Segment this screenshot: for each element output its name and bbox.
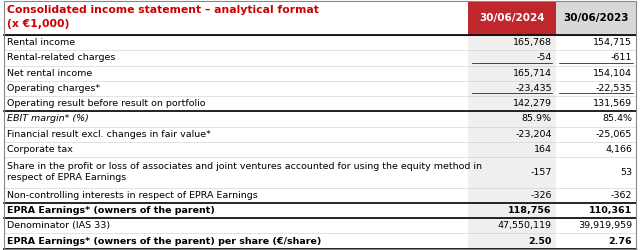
Bar [4,157,636,188]
Bar [468,203,556,218]
Text: 164: 164 [534,145,552,154]
Bar [556,96,636,111]
Text: EPRA Earnings* (owners of the parent) per share (€/share): EPRA Earnings* (owners of the parent) pe… [7,236,321,246]
Text: -362: -362 [611,191,632,200]
Text: 30/06/2024: 30/06/2024 [479,13,545,23]
Text: Non-controlling interests in respect of EPRA Earnings: Non-controlling interests in respect of … [7,191,258,200]
Bar [556,234,636,249]
Text: 53: 53 [620,168,632,177]
Text: Rental-related charges: Rental-related charges [7,54,115,62]
Text: Consolidated income statement – analytical format: Consolidated income statement – analytic… [7,5,319,15]
Text: 85.4%: 85.4% [602,114,632,124]
Bar [468,126,556,142]
Text: -23,435: -23,435 [515,84,552,93]
Text: Operating result before result on portfolio: Operating result before result on portfo… [7,99,205,108]
Text: Rental income: Rental income [7,38,75,47]
Bar [468,188,556,203]
Text: 165,714: 165,714 [513,69,552,78]
Bar [4,234,636,249]
Text: Financial result excl. changes in fair value*: Financial result excl. changes in fair v… [7,130,211,139]
Bar [468,157,556,188]
Bar [468,50,556,66]
Text: -22,535: -22,535 [596,84,632,93]
Text: 85.9%: 85.9% [522,114,552,124]
Bar [556,126,636,142]
Bar [556,218,636,234]
Bar [4,111,636,126]
Bar [4,1,468,35]
Bar [468,142,556,157]
Text: Operating charges*: Operating charges* [7,84,100,93]
Text: Denominator (IAS 33): Denominator (IAS 33) [7,221,110,230]
Text: 142,279: 142,279 [513,99,552,108]
Bar [556,188,636,203]
Text: respect of EPRA Earnings: respect of EPRA Earnings [7,174,126,182]
Text: -23,204: -23,204 [515,130,552,139]
Text: -54: -54 [536,54,552,62]
Text: Net rental income: Net rental income [7,69,92,78]
Bar [4,188,636,203]
Bar [468,66,556,81]
Bar [4,35,636,50]
Bar [468,1,556,35]
Bar [468,111,556,126]
Bar [4,218,636,234]
Bar [556,81,636,96]
Bar [556,203,636,218]
Text: 110,361: 110,361 [589,206,632,215]
Bar [556,111,636,126]
Text: 2.76: 2.76 [609,236,632,246]
Bar [556,157,636,188]
Bar [556,142,636,157]
Text: EPRA Earnings* (owners of the parent): EPRA Earnings* (owners of the parent) [7,206,215,215]
Text: -25,065: -25,065 [596,130,632,139]
Text: 2.50: 2.50 [528,236,552,246]
Text: (x €1,000): (x €1,000) [7,19,69,29]
Text: 131,569: 131,569 [593,99,632,108]
Bar [556,35,636,50]
Bar [468,218,556,234]
Bar [4,50,636,66]
Text: 154,104: 154,104 [593,69,632,78]
Text: 118,756: 118,756 [508,206,552,215]
Bar [468,35,556,50]
Text: Share in the profit or loss of associates and joint ventures accounted for using: Share in the profit or loss of associate… [7,162,482,172]
Bar [468,234,556,249]
Bar [556,66,636,81]
Text: Corporate tax: Corporate tax [7,145,73,154]
Bar [556,1,636,35]
Bar [556,50,636,66]
Text: -157: -157 [531,168,552,177]
Bar [4,142,636,157]
Bar [4,96,636,111]
Text: 4,166: 4,166 [605,145,632,154]
Bar [4,203,636,218]
Text: 47,550,119: 47,550,119 [498,221,552,230]
Bar [4,66,636,81]
Text: 39,919,959: 39,919,959 [578,221,632,230]
Text: EBIT margin* (%): EBIT margin* (%) [7,114,89,124]
Text: 30/06/2023: 30/06/2023 [563,13,628,23]
Text: 165,768: 165,768 [513,38,552,47]
Text: -326: -326 [530,191,552,200]
Bar [4,81,636,96]
Bar [4,126,636,142]
Bar [468,96,556,111]
Text: -611: -611 [611,54,632,62]
Bar [468,81,556,96]
Text: 154,715: 154,715 [593,38,632,47]
